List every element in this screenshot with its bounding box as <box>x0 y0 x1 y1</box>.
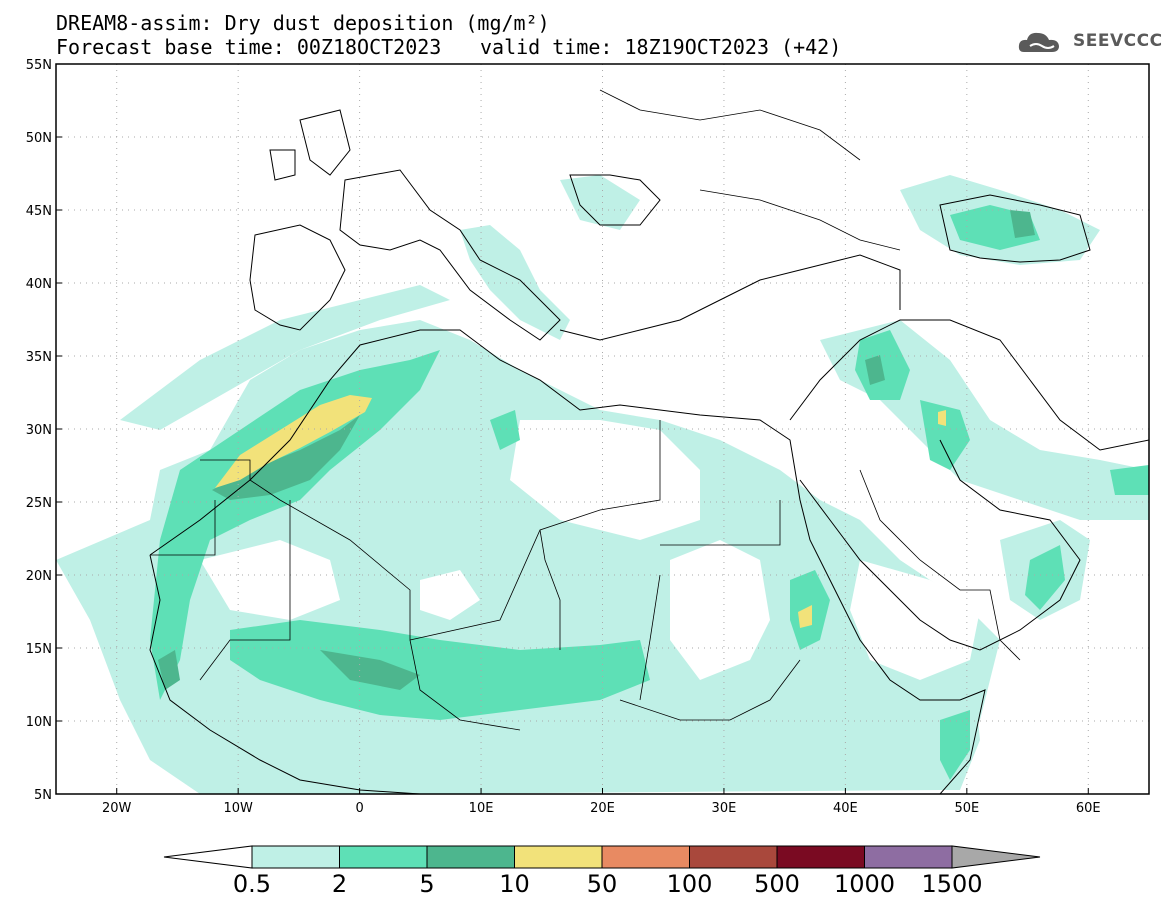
colorbar-label: 500 <box>754 870 800 898</box>
lon-label: 0 <box>355 801 363 816</box>
lon-label: 40E <box>833 801 858 816</box>
colorbar-label: 1000 <box>834 870 895 898</box>
lon-label: 60E <box>1076 801 1101 816</box>
coastlines <box>149 109 1149 794</box>
lon-label: 10E <box>469 801 494 816</box>
lat-label: 30N <box>26 423 52 438</box>
latitude-labels: 55N 50N 45N 40N 35N 30N 25N 20N 15N 10N 5N <box>26 58 62 803</box>
seevccc-logo-icon <box>1018 32 1059 52</box>
colorbar-segment <box>426 845 515 869</box>
country-borders <box>150 89 1021 731</box>
colorbar-label: 100 <box>667 870 713 898</box>
colorbar-segment <box>689 845 778 869</box>
lon-label: 50E <box>954 801 979 816</box>
graticule <box>56 64 1149 794</box>
dust-level-5-10 <box>158 210 1035 690</box>
lat-label: 35N <box>26 350 52 365</box>
lat-label: 55N <box>26 58 52 73</box>
lon-label: 20E <box>590 801 615 816</box>
lon-label: 20W <box>102 801 132 816</box>
valid-time: valid time: 18Z19OCT2023 (+42) <box>480 35 842 59</box>
colorbar-label: 2 <box>332 870 347 898</box>
lat-label: 5N <box>34 788 52 803</box>
colorbar-label: 1500 <box>921 870 982 898</box>
lon-label: 10W <box>223 801 253 816</box>
lat-label: 40N <box>26 277 52 292</box>
colorbar-segment <box>864 845 953 869</box>
colorbar-over-arrow <box>951 845 1041 869</box>
longitude-labels: 20W 10W 0 10E 20E 30E 40E 50E 60E <box>102 788 1101 816</box>
dust-free-areas <box>200 420 980 680</box>
colorbar-label: 50 <box>587 870 618 898</box>
colorbar-segment <box>251 845 340 869</box>
colorbar-under-arrow <box>163 845 253 869</box>
colorbar-segment <box>776 845 865 869</box>
dust-field-layer <box>56 175 1149 794</box>
colorbar-segment <box>339 845 428 869</box>
colorbar: 0.5 2 5 10 50 100 500 1000 1500 <box>163 845 1041 898</box>
logo-text: SEEVCCC <box>1073 31 1163 51</box>
lat-label: 50N <box>26 131 52 146</box>
lat-label: 20N <box>26 569 52 584</box>
colorbar-label: 10 <box>499 870 530 898</box>
map-title: DREAM8-assim: Dry dust deposition (mg/m²… <box>56 11 550 35</box>
colorbar-label: 0.5 <box>233 870 271 898</box>
colorbar-segment <box>514 845 603 869</box>
forecast-base-time: Forecast base time: 00Z18OCT2023 <box>56 35 442 59</box>
lat-label: 10N <box>26 715 52 730</box>
lat-label: 25N <box>26 496 52 511</box>
colorbar-segment <box>601 845 690 869</box>
lon-label: 30E <box>712 801 737 816</box>
colorbar-label: 5 <box>419 870 434 898</box>
lat-label: 45N <box>26 204 52 219</box>
lat-label: 15N <box>26 642 52 657</box>
dust-level-10-50 <box>215 395 946 628</box>
